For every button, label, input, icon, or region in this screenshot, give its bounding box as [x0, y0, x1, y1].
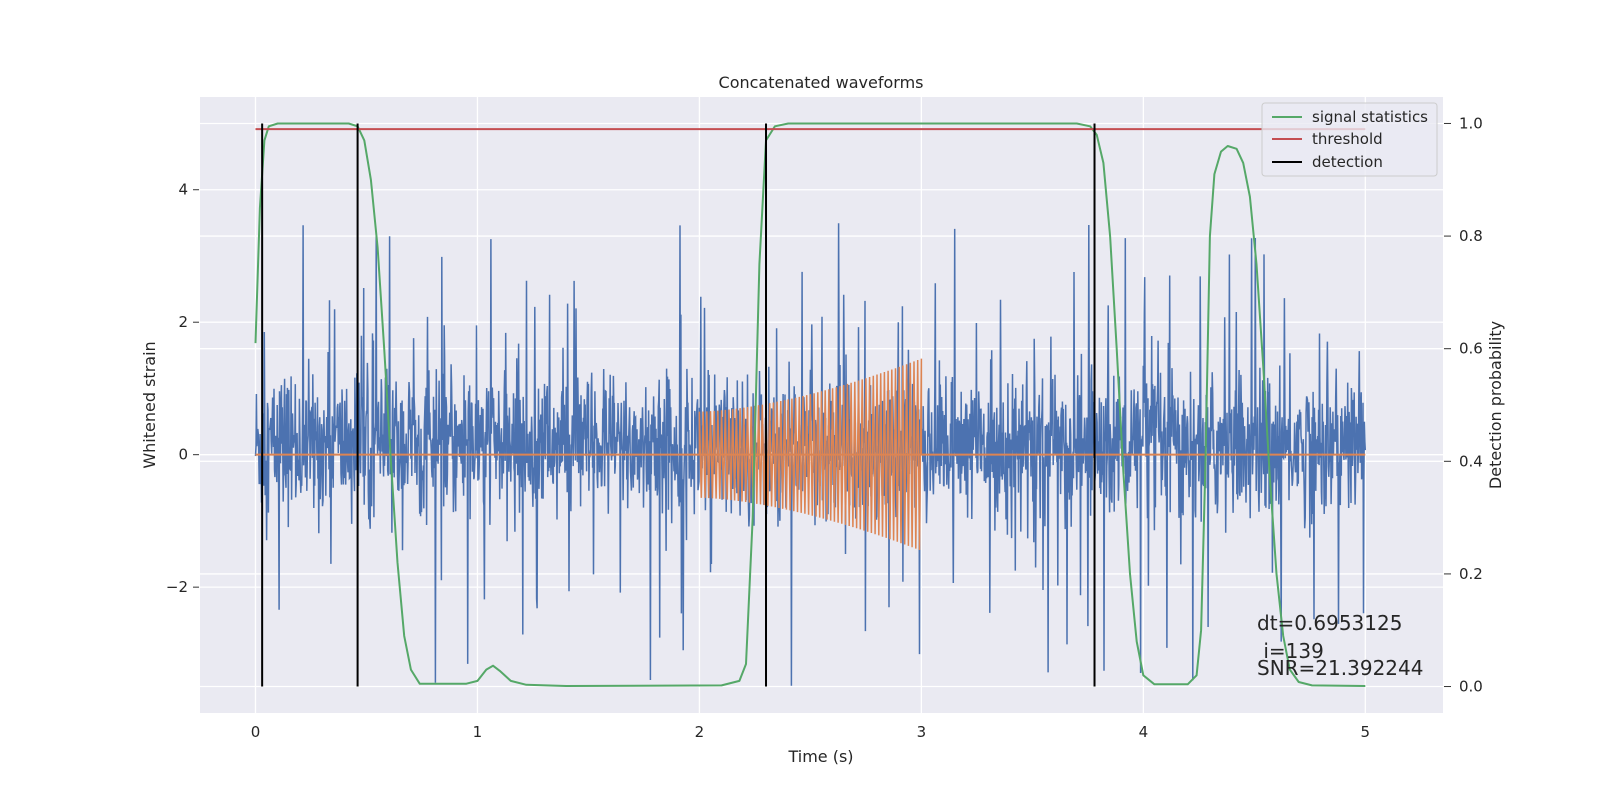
right-y-tick-label: 0.4: [1459, 452, 1483, 470]
legend-label-signal-statistics: signal statistics: [1312, 108, 1428, 126]
legend-box: [1261, 102, 1438, 177]
chart-title: Concatenated waveforms: [719, 73, 924, 92]
legend-label-detection: detection: [1312, 153, 1383, 171]
y-tick-label: −2: [166, 578, 188, 596]
right-y-tick-label: 0.0: [1459, 678, 1483, 696]
noise-waveform-line: [254, 223, 1367, 686]
right-y-tick-label: 0.2: [1459, 565, 1483, 583]
x-tick-label: 0: [251, 723, 261, 741]
x-axis-label: Time (s): [787, 747, 853, 766]
right-y-axis-label: Detection probability: [1486, 321, 1505, 489]
annotation-dt: dt=0.6953125: [1257, 611, 1402, 635]
legend: signal statistics threshold detection: [1261, 102, 1438, 177]
y-tick-label: 4: [178, 181, 188, 199]
x-tick-label: 5: [1361, 723, 1371, 741]
legend-label-threshold: threshold: [1312, 130, 1383, 148]
right-y-tick-label: 1.0: [1459, 114, 1483, 132]
x-tick-label: 1: [473, 723, 483, 741]
y-tick-label: 2: [178, 313, 188, 331]
y-axis-label: Whitened strain: [140, 341, 159, 468]
right-y-tick-label: 0.6: [1459, 340, 1483, 358]
y-tick-label: 0: [178, 446, 188, 464]
annotation-index: i=139: [1257, 639, 1324, 663]
x-tick-label: 2: [695, 723, 705, 741]
signal-statistics-line: [254, 122, 1366, 687]
injection-waveform-line: [698, 358, 923, 551]
x-tick-label: 4: [1139, 723, 1149, 741]
x-tick-label: 3: [917, 723, 927, 741]
annotations: dt=0.6953125 i=139 SNR=21.392244: [1257, 611, 1423, 680]
annotation-snr: SNR=21.392244: [1257, 656, 1423, 680]
right-y-tick-label: 0.8: [1459, 227, 1483, 245]
